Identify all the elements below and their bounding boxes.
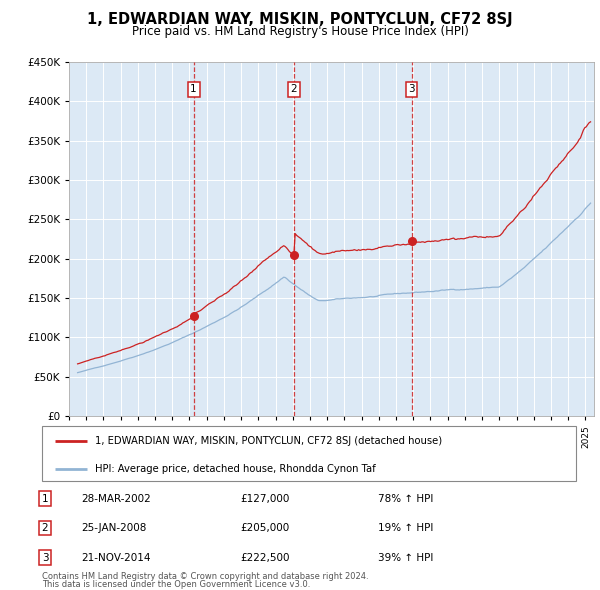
Text: 3: 3: [41, 553, 49, 562]
Text: 1, EDWARDIAN WAY, MISKIN, PONTYCLUN, CF72 8SJ (detached house): 1, EDWARDIAN WAY, MISKIN, PONTYCLUN, CF7…: [95, 437, 443, 447]
Text: 25-JAN-2008: 25-JAN-2008: [81, 523, 146, 533]
Text: 1: 1: [190, 84, 197, 94]
Text: 3: 3: [408, 84, 415, 94]
Text: 21-NOV-2014: 21-NOV-2014: [81, 553, 151, 562]
Text: 1, EDWARDIAN WAY, MISKIN, PONTYCLUN, CF72 8SJ: 1, EDWARDIAN WAY, MISKIN, PONTYCLUN, CF7…: [87, 12, 513, 27]
Text: HPI: Average price, detached house, Rhondda Cynon Taf: HPI: Average price, detached house, Rhon…: [95, 464, 376, 474]
Text: 28-MAR-2002: 28-MAR-2002: [81, 494, 151, 503]
Text: 1: 1: [41, 494, 49, 503]
Text: £205,000: £205,000: [240, 523, 289, 533]
Text: 19% ↑ HPI: 19% ↑ HPI: [378, 523, 433, 533]
Text: £127,000: £127,000: [240, 494, 289, 503]
Text: £222,500: £222,500: [240, 553, 290, 562]
Text: 2: 2: [290, 84, 297, 94]
Text: 39% ↑ HPI: 39% ↑ HPI: [378, 553, 433, 562]
Text: 78% ↑ HPI: 78% ↑ HPI: [378, 494, 433, 503]
Text: 2: 2: [41, 523, 49, 533]
Text: Price paid vs. HM Land Registry's House Price Index (HPI): Price paid vs. HM Land Registry's House …: [131, 25, 469, 38]
FancyBboxPatch shape: [42, 426, 576, 481]
Text: This data is licensed under the Open Government Licence v3.0.: This data is licensed under the Open Gov…: [42, 580, 310, 589]
Text: Contains HM Land Registry data © Crown copyright and database right 2024.: Contains HM Land Registry data © Crown c…: [42, 572, 368, 581]
